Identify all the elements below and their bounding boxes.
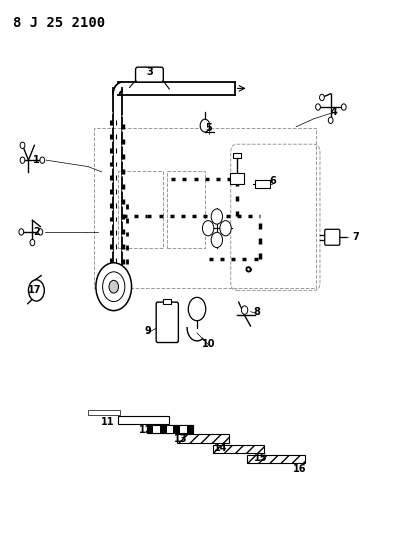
- Text: 5: 5: [205, 123, 212, 133]
- Bar: [247, 455, 305, 463]
- Text: 9: 9: [144, 326, 151, 336]
- Bar: [177, 434, 229, 443]
- Bar: [146, 425, 193, 433]
- Text: 2: 2: [33, 227, 40, 237]
- Circle shape: [242, 306, 248, 314]
- Text: 4: 4: [330, 107, 337, 117]
- Bar: [230, 173, 244, 184]
- Text: 17: 17: [27, 286, 41, 295]
- Bar: [118, 416, 169, 424]
- Bar: [146, 425, 153, 433]
- Circle shape: [188, 297, 206, 321]
- Circle shape: [96, 263, 132, 311]
- Text: 8 J 25 2100: 8 J 25 2100: [13, 15, 105, 29]
- Circle shape: [103, 272, 125, 302]
- Bar: [187, 425, 193, 433]
- Bar: [153, 425, 160, 433]
- Circle shape: [341, 104, 346, 110]
- Bar: [94, 128, 316, 288]
- Circle shape: [20, 142, 25, 149]
- FancyBboxPatch shape: [156, 302, 178, 343]
- Text: 1: 1: [33, 155, 40, 165]
- Bar: [160, 425, 167, 433]
- Text: 3: 3: [146, 68, 153, 77]
- FancyBboxPatch shape: [136, 67, 163, 82]
- Circle shape: [220, 221, 231, 236]
- Text: 7: 7: [352, 232, 359, 243]
- Circle shape: [29, 280, 44, 301]
- Circle shape: [200, 119, 210, 132]
- Text: 10: 10: [202, 338, 216, 349]
- Text: 11: 11: [101, 417, 115, 427]
- Text: 12: 12: [139, 425, 152, 435]
- Text: 15: 15: [254, 453, 267, 463]
- Bar: [167, 171, 205, 248]
- Text: 13: 13: [174, 434, 188, 445]
- Circle shape: [211, 232, 222, 247]
- Circle shape: [20, 157, 25, 164]
- Text: 8: 8: [253, 306, 260, 317]
- Circle shape: [38, 229, 43, 235]
- Text: 16: 16: [293, 464, 307, 473]
- Text: 14: 14: [214, 443, 228, 453]
- Circle shape: [211, 209, 222, 224]
- Bar: [163, 299, 171, 304]
- Circle shape: [30, 239, 35, 246]
- Bar: [174, 425, 180, 433]
- Circle shape: [316, 104, 320, 110]
- Bar: [88, 410, 120, 415]
- Bar: [255, 180, 269, 188]
- Circle shape: [320, 94, 324, 101]
- Bar: [213, 445, 264, 453]
- Circle shape: [203, 221, 214, 236]
- Circle shape: [40, 157, 45, 164]
- Bar: [233, 154, 241, 158]
- Circle shape: [109, 280, 119, 293]
- Bar: [167, 425, 174, 433]
- Bar: [180, 425, 187, 433]
- Bar: [118, 171, 163, 248]
- Circle shape: [19, 229, 24, 235]
- FancyBboxPatch shape: [325, 229, 340, 245]
- Bar: [146, 425, 193, 433]
- Circle shape: [328, 117, 333, 124]
- Text: 6: 6: [269, 176, 276, 187]
